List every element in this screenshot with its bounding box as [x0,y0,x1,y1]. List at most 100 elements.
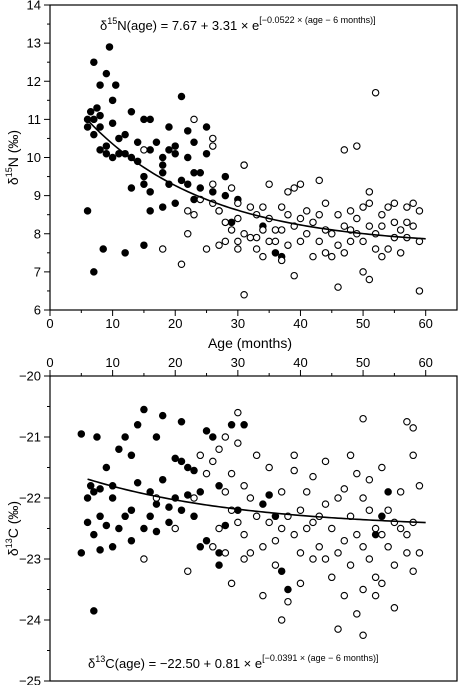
point-open [259,226,267,234]
point-open [365,199,374,208]
point-filled [140,115,148,124]
point-filled [378,512,386,521]
point-open [365,222,374,230]
point-open [359,543,367,551]
point-filled [108,494,117,502]
point-filled [221,172,230,181]
point-filled [271,249,280,257]
point-filled [90,488,98,496]
y-tick-label: −25 [19,674,41,685]
point-open [221,237,230,246]
point-open [321,249,330,257]
point-filled [152,138,161,147]
y-tick-label: 12 [27,74,41,89]
point-open [296,180,305,188]
point-filled [90,130,98,139]
point-filled [121,249,129,257]
point-open [321,199,330,208]
point-open [334,210,342,219]
point-open [378,463,386,472]
point-open [328,252,336,261]
point-open [284,188,292,196]
point-filled [190,466,198,475]
point-open [277,203,286,211]
point-open [334,625,342,633]
point-open [321,555,330,563]
point-filled [133,421,142,429]
point-open [252,512,261,521]
point-filled [96,123,104,131]
point-open [340,485,349,493]
point-filled [184,127,192,135]
point-open [353,214,361,223]
point-open [277,256,286,265]
point-open [390,604,399,612]
point-open [403,549,411,557]
y-tick-label: 11 [28,112,42,127]
point-open [259,252,267,261]
point-filled [202,427,211,435]
point-filled [171,454,179,463]
point-open [271,561,280,569]
point-filled [115,445,123,453]
point-filled [384,488,392,496]
point-open [396,524,405,533]
x-tick-label: 30 [231,316,245,331]
fit-curve [87,478,426,524]
point-open [246,494,255,502]
point-open [277,226,286,234]
point-filled [140,180,148,188]
point-filled [146,146,154,154]
point-open [353,530,361,539]
point-open [415,549,424,557]
point-open [277,524,286,533]
point-open [396,249,405,257]
point-open [302,230,311,238]
point-filled [277,567,286,575]
point-open [340,222,349,230]
point-open [378,210,386,219]
y-axis-title: δ13C (‰) [4,501,21,556]
point-open [396,226,405,234]
point-open [271,536,280,545]
y-tick-label: 10 [27,150,41,165]
point-filled [140,241,148,249]
point-open [209,134,217,143]
point-open [353,142,361,150]
point-open [302,488,311,496]
point-filled [177,506,186,514]
point-open [240,161,248,169]
point-open [365,506,374,514]
point-filled [115,524,123,533]
point-filled [227,421,236,429]
point-open [346,451,355,460]
point-open [296,579,305,588]
point-open [202,469,211,478]
point-open [158,245,167,253]
point-filled [93,433,101,441]
point-open [277,616,286,624]
point-filled [165,123,173,131]
point-open [271,237,280,246]
point-filled [105,43,114,51]
point-filled [127,451,136,460]
point-open [184,567,192,575]
point-open [371,524,380,533]
y-tick-label: 9 [34,188,41,203]
point-filled [96,546,104,554]
point-open [184,230,192,238]
point-open [309,518,317,527]
point-filled [158,161,167,169]
point-open [221,549,230,557]
point-open [265,237,273,246]
point-open [259,203,267,211]
point-open [246,203,255,211]
point-open [221,488,230,496]
point-filled [86,482,95,490]
x-tick-label: 10 [105,355,119,370]
point-filled [177,176,186,185]
point-filled [127,184,136,192]
point-open [359,494,367,502]
point-open [215,207,223,215]
point-filled [152,527,161,536]
